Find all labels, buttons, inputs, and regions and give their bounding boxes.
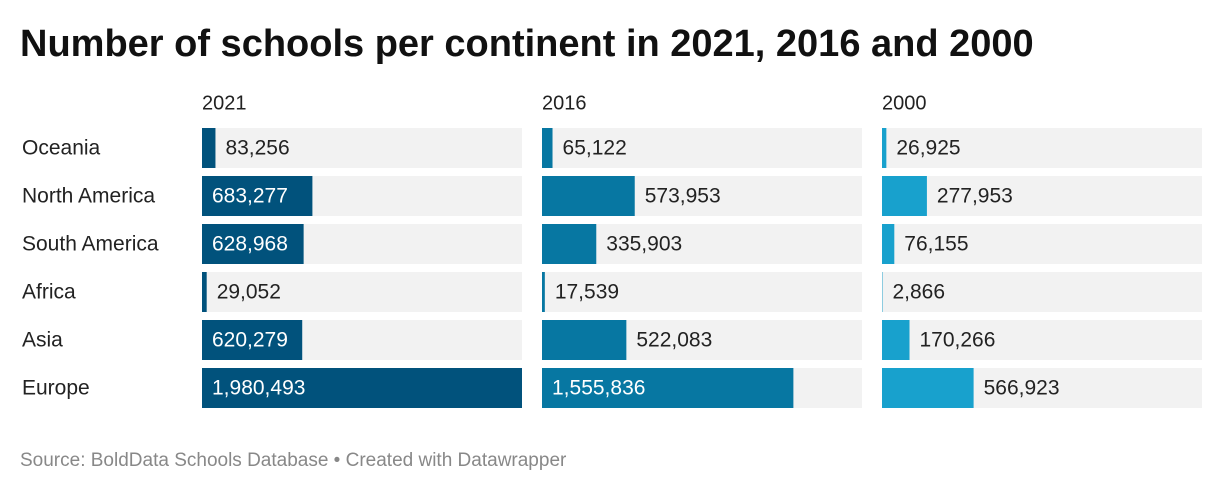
value-label: 29,052 [217, 281, 281, 304]
bar [542, 224, 596, 264]
value-label: 76,155 [904, 233, 968, 256]
panel-header: 2016 [542, 92, 587, 114]
bar [542, 320, 626, 360]
value-label: 1,980,493 [212, 377, 305, 400]
bar [202, 128, 215, 168]
category-label: North America [22, 185, 155, 208]
source: Source: BoldData Schools Database • Crea… [20, 450, 567, 471]
value-label: 1,555,836 [552, 377, 645, 400]
bar [882, 368, 974, 408]
value-label: 83,256 [225, 137, 289, 160]
bar-track [882, 176, 1202, 216]
bar [542, 128, 553, 168]
value-label: 620,279 [212, 329, 288, 352]
value-label: 628,968 [212, 233, 288, 256]
bar [542, 272, 545, 312]
bar [882, 320, 910, 360]
category-label: Africa [22, 281, 76, 304]
chart-title: Number of schools per continent in 2021,… [20, 23, 1034, 65]
value-label: 566,923 [984, 377, 1060, 400]
value-label: 683,277 [212, 185, 288, 208]
category-label: Oceania [22, 137, 101, 160]
value-label: 65,122 [563, 137, 627, 160]
bar [882, 224, 894, 264]
category-label: South America [22, 233, 159, 256]
value-label: 2,866 [892, 281, 945, 304]
bar [542, 176, 635, 216]
value-label: 17,539 [555, 281, 619, 304]
value-label: 170,266 [920, 329, 996, 352]
value-label: 26,925 [896, 137, 960, 160]
value-label: 335,903 [606, 233, 682, 256]
panel-header: 2021 [202, 92, 247, 114]
value-label: 522,083 [636, 329, 712, 352]
bar [882, 128, 886, 168]
category-label: Asia [22, 329, 63, 352]
value-label: 573,953 [645, 185, 721, 208]
panel-header: 2000 [882, 92, 927, 114]
value-label: 277,953 [937, 185, 1013, 208]
bar [202, 272, 207, 312]
category-label: Europe [22, 377, 90, 400]
bar [882, 176, 927, 216]
